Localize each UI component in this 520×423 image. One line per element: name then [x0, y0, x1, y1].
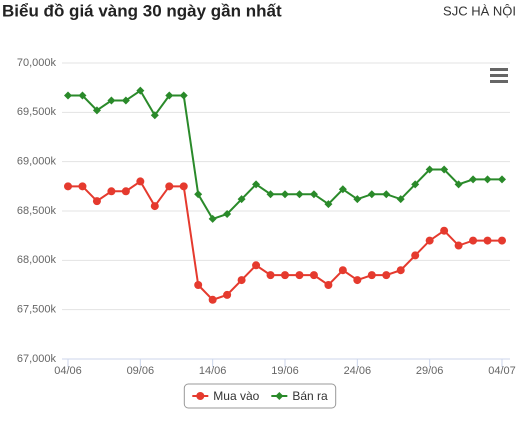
- data-point: [454, 180, 463, 189]
- data-point: [411, 180, 420, 189]
- data-point: [425, 236, 434, 245]
- y-tick-label: 70,000k: [17, 57, 57, 69]
- legend-marker: [275, 392, 284, 400]
- data-point: [338, 266, 347, 275]
- data-point: [281, 271, 289, 280]
- data-point: [266, 271, 275, 280]
- data-point: [64, 91, 72, 100]
- data-point: [252, 261, 261, 270]
- data-point: [208, 295, 217, 304]
- menu-bar: [490, 80, 508, 83]
- data-point: [78, 182, 87, 191]
- legend-box: [183, 383, 337, 409]
- data-point: [454, 241, 463, 250]
- data-point: [165, 91, 174, 100]
- data-point: [136, 86, 145, 95]
- data-point: [107, 96, 116, 105]
- data-point: [483, 236, 492, 245]
- data-point: [483, 175, 492, 184]
- data-point: [396, 266, 405, 275]
- data-point: [309, 190, 318, 199]
- data-point: [237, 195, 246, 204]
- data-point: [78, 91, 87, 100]
- x-tick-label: 29/06: [416, 365, 444, 377]
- x-tick-label: 04/06: [54, 365, 82, 377]
- legend-marker: [196, 392, 205, 400]
- legend-item[interactable]: Bán ra: [271, 389, 328, 403]
- legend-label: Mua vào: [213, 389, 259, 403]
- menu-bar: [490, 74, 508, 77]
- menu-button[interactable]: [490, 68, 508, 83]
- data-point: [121, 187, 130, 196]
- y-tick-label: 69,500k: [17, 106, 57, 118]
- chart-title: Biểu đồ giá vàng 30 ngày gần nhất: [2, 1, 282, 20]
- x-tick-label: 04/07: [488, 365, 516, 377]
- data-point: [194, 281, 203, 289]
- chart-subtitle: SJC HÀ NỘI: [443, 3, 516, 18]
- data-point: [194, 190, 203, 199]
- data-point: [107, 187, 116, 196]
- data-point: [266, 190, 275, 199]
- legend: Mua vào Bán ra: [183, 383, 337, 409]
- data-point: [382, 271, 391, 280]
- data-point: [367, 190, 376, 199]
- data-point: [281, 190, 289, 199]
- data-point: [295, 190, 304, 199]
- y-tick-label: 69,000k: [17, 156, 57, 168]
- data-point: [498, 236, 506, 245]
- data-point: [295, 271, 304, 280]
- series-line: [68, 179, 502, 301]
- data-point: [469, 236, 478, 245]
- data-point: [237, 276, 246, 285]
- y-tick-label: 68,000k: [17, 254, 57, 266]
- data-point: [440, 165, 449, 174]
- data-point: [165, 182, 174, 191]
- data-point: [121, 96, 130, 105]
- data-point: [92, 106, 101, 115]
- data-point: [338, 185, 347, 194]
- data-point: [367, 271, 376, 280]
- data-point: [469, 175, 478, 184]
- data-point: [324, 200, 333, 209]
- y-tick-label: 67,000k: [17, 353, 57, 365]
- data-point: [382, 190, 391, 199]
- data-point: [353, 195, 362, 204]
- data-point: [353, 276, 362, 285]
- data-point: [179, 91, 188, 100]
- data-point: [324, 281, 333, 289]
- data-point: [64, 182, 72, 191]
- data-point: [179, 182, 188, 191]
- x-tick-label: 19/06: [271, 365, 299, 377]
- data-point: [150, 202, 159, 211]
- series-line: [68, 89, 502, 221]
- x-tick-label: 24/06: [344, 365, 372, 377]
- menu-bar: [490, 68, 508, 71]
- data-point: [150, 111, 159, 120]
- data-point: [425, 165, 434, 174]
- x-tick-label: 14/06: [199, 365, 227, 377]
- data-point: [223, 209, 232, 218]
- legend-item[interactable]: Mua vào: [192, 389, 260, 403]
- data-point: [92, 197, 101, 206]
- data-point: [136, 177, 145, 186]
- y-tick-label: 67,500k: [17, 304, 57, 316]
- data-point: [252, 180, 261, 189]
- data-point: [309, 271, 318, 280]
- y-tick-label: 68,500k: [17, 205, 57, 217]
- data-point: [498, 175, 506, 184]
- x-tick-label: 09/06: [127, 365, 155, 377]
- data-point: [208, 214, 217, 223]
- data-point: [440, 226, 449, 235]
- data-point: [411, 251, 420, 260]
- data-point: [223, 290, 232, 299]
- data-point: [396, 195, 405, 204]
- legend-label: Bán ra: [292, 389, 328, 403]
